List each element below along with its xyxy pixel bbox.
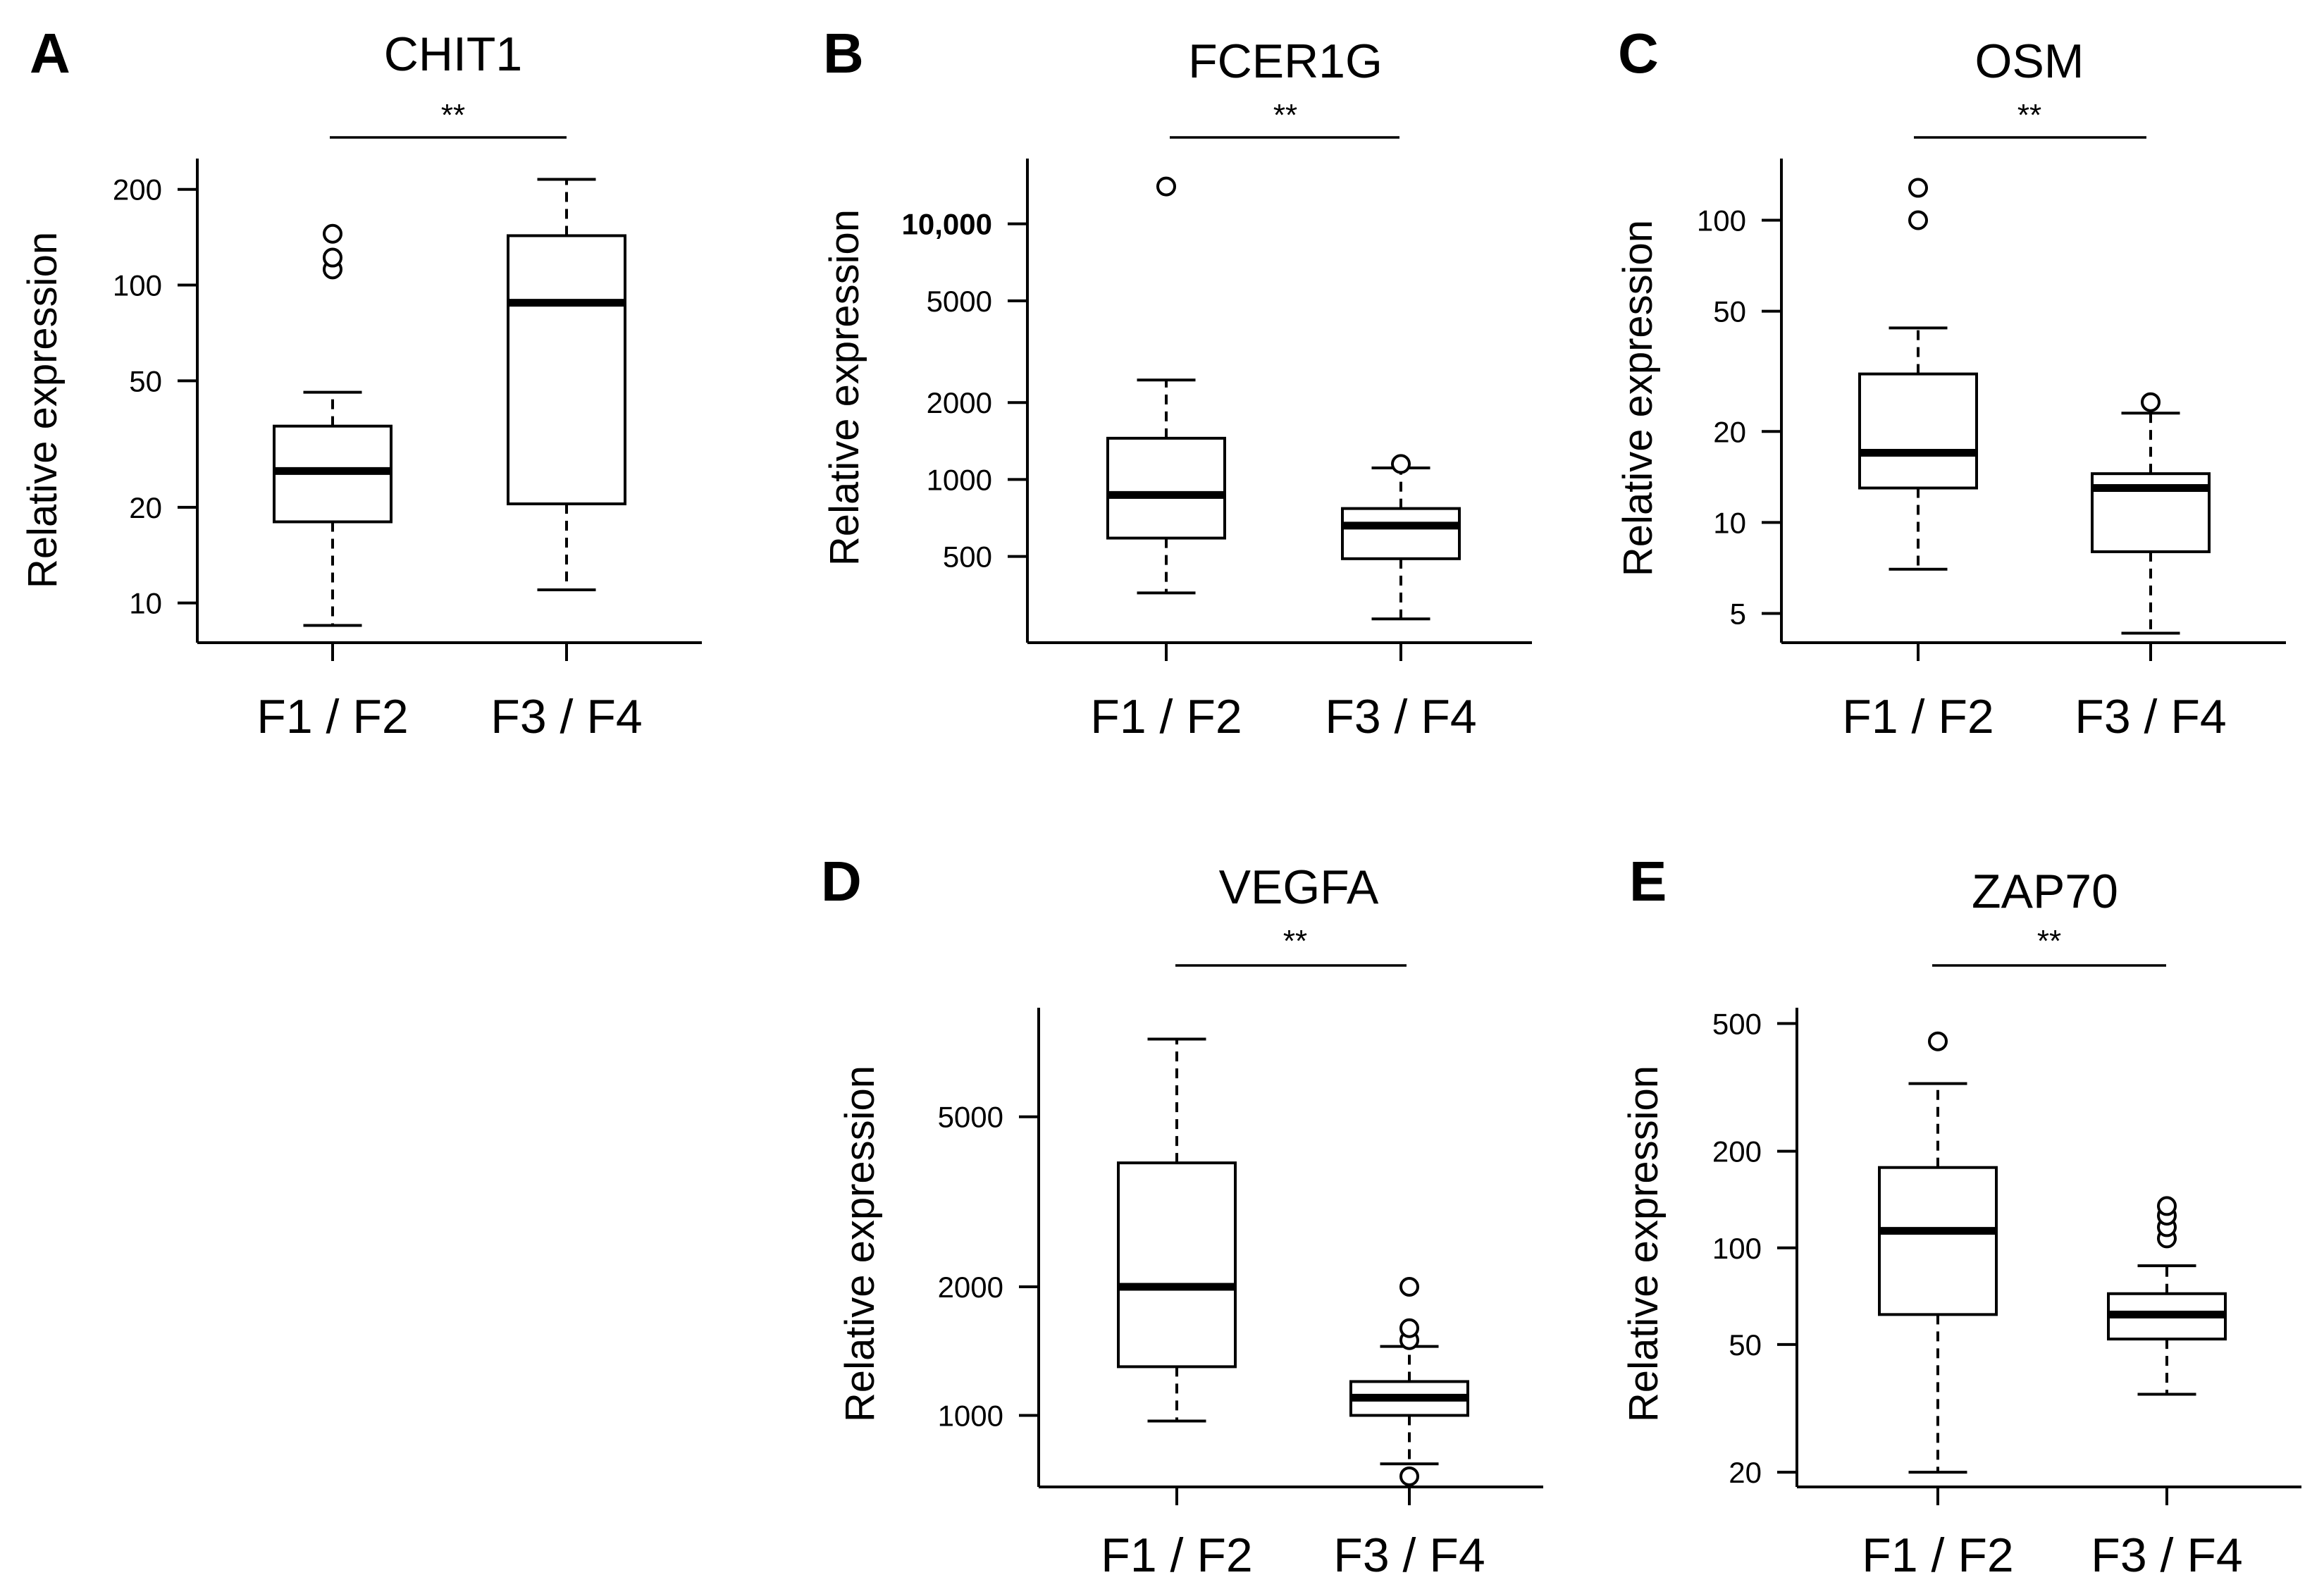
y-axis-label: Relative expression: [1615, 220, 1661, 576]
significance-label: **: [2037, 924, 2061, 958]
outlier-point: [323, 247, 342, 268]
y-tick-label: 10: [1713, 506, 1746, 539]
box-group-2: F3 / F4: [1333, 1276, 1485, 1582]
y-tick-label: 2000: [938, 1271, 1003, 1304]
significance-label: **: [1283, 924, 1307, 958]
outlier-point: [323, 223, 342, 244]
chart-panel-b: B FCER1G ** 500 1000 2000 5000 10,000 Relative e…: [822, 22, 1532, 743]
y-tick-label: 50: [129, 364, 162, 397]
outlier-point: [1908, 210, 1928, 230]
y-tick-label: 1000: [927, 463, 992, 496]
outlier-point: [1399, 1276, 1419, 1297]
y-tick-label: 1000: [938, 1399, 1003, 1432]
y-tick-label: 50: [1729, 1328, 1762, 1361]
iqr-box: [1878, 1166, 1998, 1316]
iqr-box: [1341, 507, 1461, 560]
chart-title: OSM: [1975, 35, 2084, 88]
panel-letter: A: [30, 22, 70, 85]
panel-letter: E: [1629, 850, 1667, 913]
x-tick-label: F1 / F2: [1101, 1529, 1252, 1582]
outlier-point: [1391, 454, 1411, 474]
chart-panel-c: C OSM ** 5 10 20 50 100 Relative expression F1 / …: [1615, 22, 2286, 743]
y-tick-label: 200: [113, 173, 162, 206]
y-tick-label: 100: [113, 269, 162, 302]
x-tick-label: F1 / F2: [1862, 1529, 2013, 1582]
box-group-2: F3 / F4: [2091, 1196, 2243, 1582]
x-tick-label: F3 / F4: [2091, 1529, 2242, 1582]
outlier-point: [1399, 1318, 1419, 1338]
outlier-point: [1399, 1466, 1419, 1486]
x-tick-label: F3 / F4: [490, 690, 642, 743]
chart-panel-a: A CHIT1 ** 10 20 50 100 200 Relative expression F…: [20, 22, 702, 743]
y-tick-label: 20: [1729, 1456, 1762, 1489]
y-tick-label: 5000: [938, 1101, 1003, 1134]
box-group-2: F3 / F4: [2075, 392, 2227, 743]
y-tick-label: 10,000: [902, 208, 992, 241]
y-axis-label: Relative expression: [837, 1066, 883, 1422]
iqr-box: [1858, 372, 1978, 490]
x-tick-label: F3 / F4: [2075, 690, 2226, 743]
y-tick-label: 500: [943, 541, 992, 574]
box-group-1: F1 / F2: [1090, 176, 1242, 743]
x-tick-label: F3 / F4: [1325, 690, 1476, 743]
box-group-1: F1 / F2: [1101, 1037, 1253, 1582]
significance-label: **: [441, 98, 465, 132]
y-tick-label: 20: [1713, 415, 1746, 448]
y-tick-label: 5000: [927, 285, 992, 318]
y-tick-label: 100: [1697, 204, 1746, 237]
outlier-point: [1908, 178, 1928, 198]
box-group-1: F1 / F2: [256, 223, 409, 743]
significance-label: **: [1273, 98, 1297, 132]
iqr-box: [1117, 1161, 1237, 1369]
significance-label: **: [2017, 98, 2041, 132]
x-tick-label: F1 / F2: [1842, 690, 1994, 743]
chart-panel-e: E ZAP70 ** 20 50 100 200 500 Relative expression…: [1621, 850, 2301, 1582]
chart-panel-d: D VEGFA ** 1000 2000 5000 Relative expression F…: [821, 850, 1543, 1582]
box-group-2: F3 / F4: [490, 178, 643, 743]
y-tick-label: 500: [1712, 1007, 1762, 1040]
y-axis-label: Relative expression: [1621, 1066, 1667, 1422]
outlier-point: [1928, 1031, 1948, 1051]
chart-title: ZAP70: [1972, 865, 2118, 918]
iqr-box: [1106, 436, 1226, 540]
chart-title: CHIT1: [384, 27, 522, 81]
y-axis-label: Relative expression: [20, 232, 66, 588]
outlier-point: [1156, 176, 1176, 197]
y-tick-label: 5: [1730, 597, 1746, 630]
y-tick-label: 100: [1712, 1232, 1762, 1265]
y-tick-label: 2000: [927, 386, 992, 419]
y-tick-label: 50: [1713, 295, 1746, 328]
x-tick-label: F1 / F2: [256, 690, 408, 743]
y-tick-label: 10: [129, 587, 162, 620]
outlier-point: [2141, 392, 2161, 412]
outlier-point: [2157, 1196, 2177, 1216]
panel-letter: C: [1618, 22, 1659, 85]
box-group-2: F3 / F4: [1325, 454, 1477, 743]
y-tick-label: 200: [1712, 1135, 1762, 1168]
chart-title: VEGFA: [1219, 860, 1379, 914]
box-group-1: F1 / F2: [1862, 1031, 2014, 1582]
y-axis-label: Relative expression: [822, 209, 867, 566]
x-tick-label: F1 / F2: [1090, 690, 1242, 743]
panel-letter: D: [821, 850, 862, 913]
box-group-1: F1 / F2: [1842, 178, 1994, 743]
chart-title: FCER1G: [1188, 35, 1383, 88]
panel-letter: B: [823, 22, 864, 85]
x-tick-label: F3 / F4: [1333, 1529, 1485, 1582]
y-tick-label: 20: [129, 491, 162, 524]
iqr-box: [507, 234, 626, 505]
